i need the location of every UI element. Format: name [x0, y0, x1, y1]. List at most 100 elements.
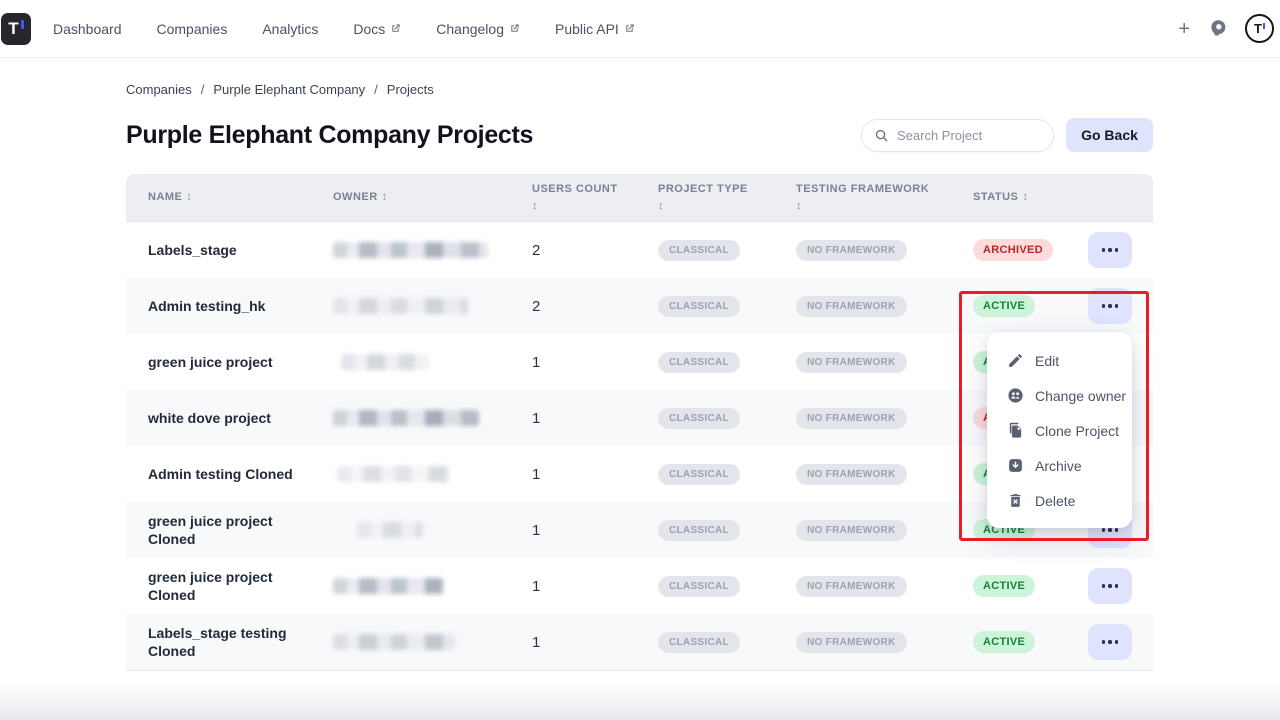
owner-cell	[333, 578, 532, 594]
pencil-icon	[1009, 354, 1022, 367]
framework-badge: NO FRAMEWORK	[796, 519, 907, 541]
users-count: 1	[532, 465, 541, 483]
row-actions-button[interactable]	[1088, 624, 1132, 660]
external-link-icon	[626, 24, 634, 32]
page-content: Companies / Purple Elephant Company / Pr…	[0, 82, 1153, 671]
column-header-owner[interactable]: OWNER ↕	[333, 191, 388, 204]
breadcrumb-separator: /	[374, 82, 378, 97]
bottom-fade	[0, 684, 1280, 720]
title-actions: Go Back	[861, 118, 1153, 152]
copy-icon	[1009, 422, 1022, 438]
avatar-logo-letter: T	[1254, 21, 1262, 36]
go-back-button[interactable]: Go Back	[1066, 118, 1153, 152]
status-badge: ACTIVE	[973, 295, 1036, 317]
user-avatar[interactable]: T	[1245, 14, 1274, 43]
owner-redacted	[341, 354, 429, 370]
project-name[interactable]: green juice project Cloned	[148, 568, 273, 603]
brand-logo-accent	[21, 19, 24, 29]
owner-cell	[333, 242, 532, 258]
nav-item-dashboard[interactable]: Dashboard	[53, 20, 122, 37]
breadcrumb-company[interactable]: Purple Elephant Company	[213, 82, 366, 97]
nav-right-cluster: + T	[1178, 14, 1274, 43]
framework-badge: NO FRAMEWORK	[796, 407, 907, 429]
brand-logo[interactable]: T	[1, 12, 31, 45]
users-count: 1	[532, 353, 541, 371]
project-type-badge: CLASSICAL	[658, 463, 740, 485]
column-header-users-count[interactable]: USERS COUNT ↕	[532, 181, 658, 214]
menu-item-archive[interactable]: Archive	[987, 448, 1132, 483]
owner-redacted	[337, 466, 449, 482]
breadcrumb-companies[interactable]: Companies	[126, 82, 192, 97]
table-header: NAME ↕ OWNER ↕ USERS COUNT ↕ PROJECT TYPE ↕ …	[126, 174, 1153, 222]
column-header-testing-framework[interactable]: TESTING FRAMEWORK ↕	[796, 181, 973, 214]
nav-item-public-api[interactable]: Public API	[555, 21, 635, 37]
framework-badge: NO FRAMEWORK	[796, 239, 907, 261]
project-type-badge: CLASSICAL	[658, 407, 740, 429]
menu-item-change-owner[interactable]: Change owner	[987, 378, 1132, 413]
owner-redacted	[333, 298, 468, 314]
row-actions-button[interactable]	[1088, 232, 1132, 268]
owner-cell	[333, 522, 532, 538]
search-input[interactable]	[861, 118, 1054, 152]
framework-badge: NO FRAMEWORK	[796, 631, 907, 653]
framework-badge: NO FRAMEWORK	[796, 575, 907, 597]
top-navigation: T Dashboard Companies Analytics Docs Cha…	[0, 0, 1280, 58]
status-badge: ARCHIVED	[973, 239, 1053, 261]
project-name[interactable]: Admin testing_hk	[148, 297, 266, 314]
breadcrumb-projects[interactable]: Projects	[386, 82, 434, 97]
framework-badge: NO FRAMEWORK	[796, 295, 907, 317]
owner-redacted	[333, 634, 455, 650]
table-row: Admin testing_hk 2 CLASSICAL NO FRAMEWOR…	[126, 278, 1153, 334]
sort-icon[interactable]: ↕	[658, 199, 664, 212]
support-icon[interactable]	[1207, 18, 1228, 39]
nav-item-changelog[interactable]: Changelog	[436, 21, 520, 37]
owner-redacted	[357, 522, 423, 538]
owner-cell	[333, 634, 532, 650]
owner-redacted	[333, 578, 443, 594]
project-name[interactable]: Labels_stage	[148, 241, 237, 258]
framework-badge: NO FRAMEWORK	[796, 351, 907, 373]
external-link-icon	[511, 24, 519, 32]
column-header-project-type[interactable]: PROJECT TYPE ↕	[658, 181, 796, 214]
search-icon	[875, 129, 888, 141]
project-type-badge: CLASSICAL	[658, 239, 740, 261]
owner-cell	[333, 466, 532, 482]
users-count: 2	[532, 241, 541, 259]
column-header-status[interactable]: STATUS ↕	[973, 191, 1029, 204]
project-name[interactable]: white dove project	[148, 409, 271, 426]
status-badge: ACTIVE	[973, 631, 1036, 653]
owner-redacted	[333, 410, 479, 426]
menu-item-delete[interactable]: Delete	[987, 483, 1132, 518]
menu-item-edit[interactable]: Edit	[987, 343, 1132, 378]
project-name[interactable]: green juice project	[148, 353, 273, 370]
brand-logo-letter: T	[8, 18, 19, 38]
row-actions-button[interactable]	[1088, 568, 1132, 604]
table-row: Labels_stage testing Cloned 1 CLASSICAL …	[126, 614, 1153, 670]
page-title: Purple Elephant Company Projects	[126, 120, 534, 149]
owner-cell	[333, 298, 532, 314]
column-header-name[interactable]: NAME ↕	[148, 191, 193, 204]
title-row: Purple Elephant Company Projects Go Back	[126, 118, 1153, 152]
sort-icon[interactable]: ↕	[1022, 191, 1029, 204]
sort-icon[interactable]: ↕	[381, 191, 388, 204]
nav-links: Dashboard Companies Analytics Docs Chang…	[53, 21, 635, 37]
nav-item-companies[interactable]: Companies	[156, 20, 228, 37]
project-type-badge: CLASSICAL	[658, 519, 740, 541]
row-actions-button[interactable]	[1088, 288, 1132, 324]
project-type-badge: CLASSICAL	[658, 575, 740, 597]
project-type-badge: CLASSICAL	[658, 351, 740, 373]
add-button[interactable]: +	[1178, 17, 1190, 40]
table-row: Labels_stage 2 CLASSICAL NO FRAMEWORK AR…	[126, 222, 1153, 278]
nav-item-analytics[interactable]: Analytics	[262, 20, 319, 37]
menu-item-clone-project[interactable]: Clone Project	[987, 413, 1132, 448]
sort-icon[interactable]: ↕	[532, 199, 538, 212]
project-name[interactable]: green juice project Cloned	[148, 512, 273, 547]
row-actions-menu: Edit Change owner Clone Project Archive …	[987, 332, 1132, 528]
project-name[interactable]: Labels_stage testing Cloned	[148, 624, 287, 659]
project-name[interactable]: Admin testing Cloned	[148, 465, 293, 482]
sort-icon[interactable]: ↕	[186, 191, 193, 204]
table-row: green juice project Cloned 1 CLASSICAL N…	[126, 558, 1153, 614]
users-count: 1	[532, 521, 541, 539]
sort-icon[interactable]: ↕	[796, 199, 802, 212]
nav-item-docs[interactable]: Docs	[353, 21, 401, 37]
